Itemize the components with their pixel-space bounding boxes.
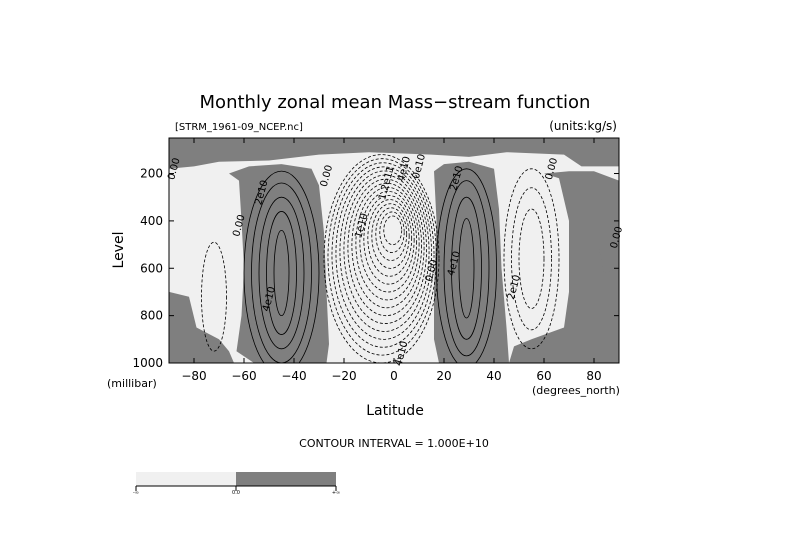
contour-south-cell xyxy=(243,170,320,363)
colorbar-label-mid: 0.0 xyxy=(232,490,240,496)
contour-tropical-cell xyxy=(335,166,432,340)
x-tick-label: 80 xyxy=(586,369,601,383)
contour-tropical-cell xyxy=(347,178,425,317)
contour-tropical-cell xyxy=(355,186,420,301)
contour-south-cell xyxy=(251,182,312,363)
contour-tropical-cell xyxy=(367,199,413,277)
contour-tropical-cell xyxy=(323,154,440,363)
x-tick-label: 40 xyxy=(486,369,501,383)
y-tick-label: 800 xyxy=(140,309,163,323)
chart-title: Monthly zonal mean Mass−stream function xyxy=(200,92,591,113)
contour-north-cell xyxy=(458,218,475,319)
x-tick-label: 0 xyxy=(390,369,398,383)
positive-region-north-edge xyxy=(169,138,619,169)
contour-interval-text: CONTOUR INTERVAL = 1.000E+10 xyxy=(299,437,489,450)
positive-region-north-pole-strip xyxy=(599,232,619,273)
contour-north-cell xyxy=(451,196,482,340)
plot-area xyxy=(169,138,619,363)
contour-north-cell xyxy=(436,168,497,363)
contour-tropical-cell xyxy=(383,215,403,246)
contour-tropical-cell xyxy=(379,211,405,254)
positive-region-north-cell xyxy=(434,161,509,363)
positive-region-southern-pole xyxy=(169,291,234,363)
y-axis-label: Level xyxy=(111,232,127,269)
colorbar-positive xyxy=(236,472,336,486)
contour-tropical-cell xyxy=(363,195,415,285)
chart-subtitle-left: [STRM_1961-09_NCEP.nc] xyxy=(175,122,303,133)
contour-south-cell xyxy=(273,229,290,317)
contour-north-outer-cell xyxy=(503,168,560,350)
x-axis-unit: (degrees_north) xyxy=(532,384,620,397)
contour-tropical-cell xyxy=(375,207,408,261)
y-tick-label: 200 xyxy=(140,167,163,181)
x-tick-label: 20 xyxy=(436,369,451,383)
contour-tropical-cell xyxy=(351,182,423,309)
x-tick-label: −80 xyxy=(181,369,206,383)
positive-region-north-outer xyxy=(509,171,619,363)
x-axis-label: Latitude xyxy=(366,403,424,419)
x-tick-label: 60 xyxy=(536,369,551,383)
contour-south-cell xyxy=(258,196,305,350)
contour-tropical-cell xyxy=(331,162,435,348)
contour-north-cell xyxy=(443,180,490,357)
x-tick-label: −20 xyxy=(331,369,356,383)
contour-south-cell xyxy=(266,211,297,335)
y-axis-unit: (millibar) xyxy=(107,377,157,390)
y-tick-label: 400 xyxy=(140,214,163,228)
colorbar-negative xyxy=(136,472,236,486)
x-tick-label: −60 xyxy=(231,369,256,383)
contour-south-polar xyxy=(201,241,227,352)
contour-tropical-cell xyxy=(371,203,410,269)
contour-tropical-cell xyxy=(339,170,430,332)
contour-north-outer-cell xyxy=(511,187,552,331)
y-tick-label: 1000 xyxy=(132,356,163,370)
colorbar-label-high: +∞ xyxy=(332,490,340,496)
contour-tropical-cell xyxy=(343,174,427,324)
chart-subtitle-right: (units:kg/s) xyxy=(549,119,617,133)
colorbar-label-low: -∞ xyxy=(133,490,139,496)
colorbar: -∞ 0.0 +∞ xyxy=(133,472,340,496)
contour-north-outer-cell xyxy=(518,208,545,309)
x-tick-label: −40 xyxy=(281,369,306,383)
y-tick-label: 600 xyxy=(140,261,163,275)
contour-tropical-cell xyxy=(359,191,418,293)
